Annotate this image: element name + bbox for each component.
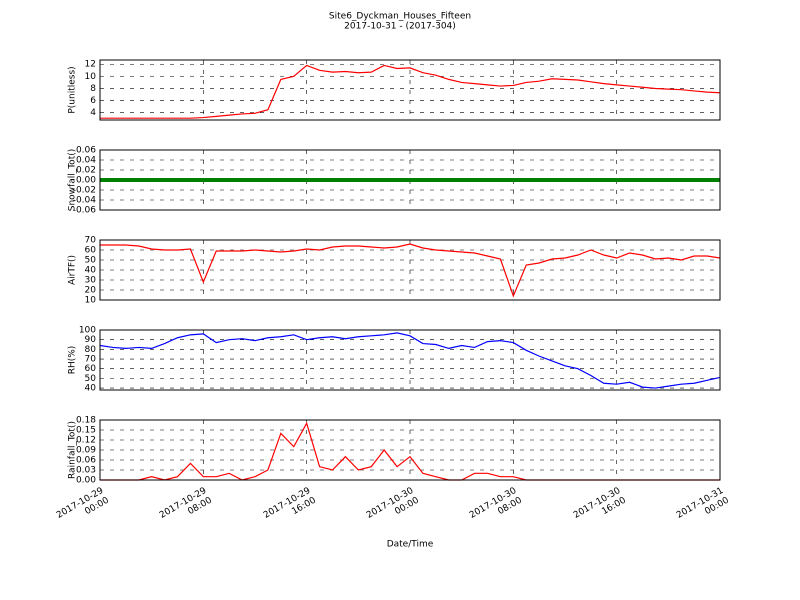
y-tick-label: 4: [90, 108, 96, 118]
y-tick-label: 0.00: [76, 476, 96, 486]
y-tick-label: 0.06: [76, 456, 96, 466]
plot-frame: [99, 149, 721, 211]
chart-subtitle: 2017-10-31 - (2017-304): [344, 22, 456, 32]
y-axis-label: Rainfall_Tot(): [68, 421, 78, 479]
y-tick-label: -0.06: [73, 206, 97, 216]
y-tick-label: -0.02: [73, 186, 96, 196]
y-tick-label: 0.00: [76, 176, 96, 186]
y-axis-label: RH(%): [68, 346, 78, 375]
y-tick-label: 6: [90, 96, 96, 106]
y-tick-label: 0.18: [76, 416, 96, 426]
chart-title: Site6_Dyckman_Houses_Fifteen: [329, 12, 471, 22]
y-tick-label: 90: [85, 335, 97, 345]
y-tick-label: 0.12: [76, 436, 96, 446]
y-tick-label: 10: [85, 72, 97, 82]
plot-frame: [99, 59, 721, 121]
data-line: [100, 64, 721, 119]
y-tick-label: 8: [90, 84, 96, 94]
x-axis-label: Date/Time: [387, 540, 434, 550]
y-tick-label: 80: [85, 345, 97, 355]
y-tick-label: 70: [85, 355, 97, 365]
plot-frame: [99, 329, 721, 391]
data-line: [100, 243, 721, 298]
plot-frame: [99, 419, 721, 481]
y-tick-label: 40: [85, 266, 97, 276]
y-axis-label: AirTF(): [68, 255, 78, 285]
y-tick-label: 0.02: [76, 166, 96, 176]
y-axis-label: Snowfall_Tot(): [68, 149, 78, 212]
y-tick-label: 0.09: [76, 446, 96, 456]
data-line: [99, 332, 721, 389]
y-tick-label: 0.04: [76, 156, 96, 166]
y-tick-label: 0.15: [76, 426, 96, 436]
y-tick-label: 50: [85, 374, 97, 384]
y-tick-label: 60: [85, 246, 97, 256]
y-tick-label: 100: [79, 326, 96, 336]
y-tick-label: 40: [85, 384, 97, 394]
y-tick-label: -0.04: [73, 196, 97, 206]
y-tick-label: 50: [85, 256, 97, 266]
y-axis-label: P(unitless): [68, 66, 78, 113]
y-tick-label: 70: [85, 236, 97, 246]
y-tick-label: 20: [85, 286, 97, 296]
y-tick-label: 12: [85, 60, 96, 70]
y-tick-label: 60: [85, 364, 97, 374]
plot-frame: [99, 239, 721, 301]
y-tick-label: 30: [85, 276, 97, 286]
y-tick-label: 0.03: [76, 466, 96, 476]
y-tick-label: 10: [85, 296, 97, 306]
y-tick-label: 0.06: [76, 146, 96, 156]
